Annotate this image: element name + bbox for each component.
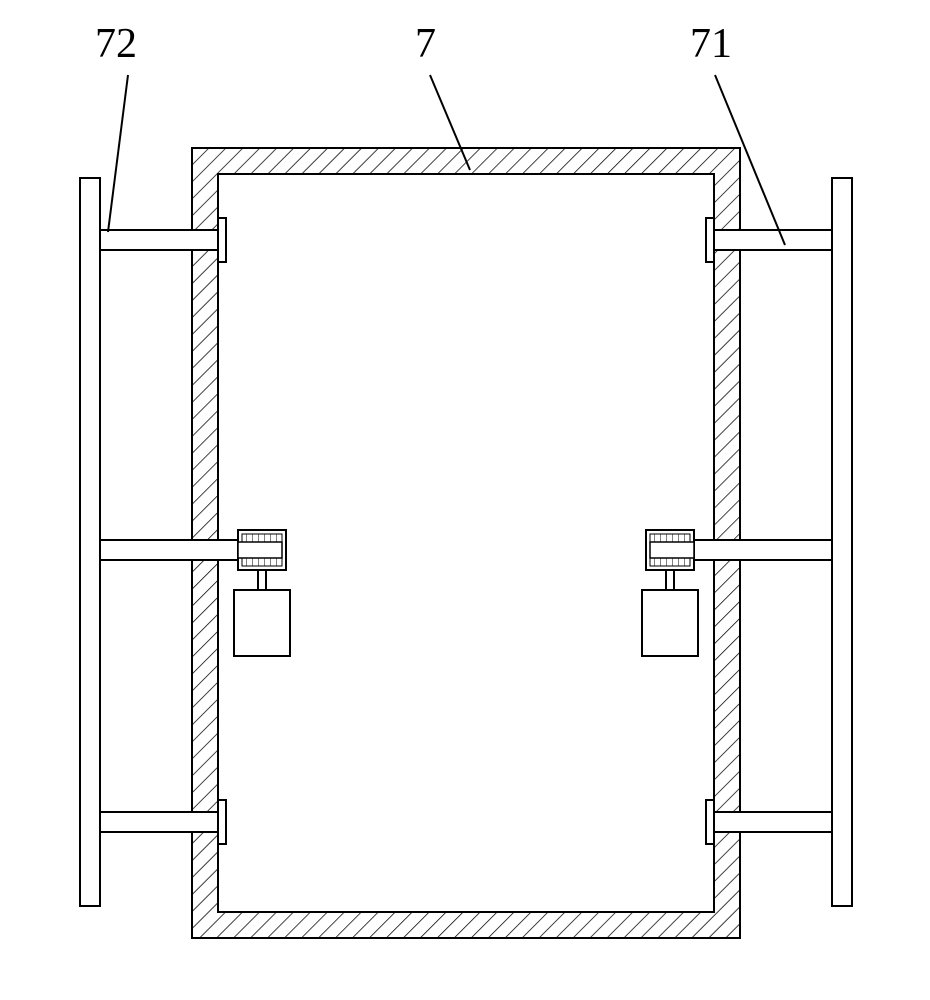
gear-assembly-right <box>642 530 698 656</box>
connector-left-middle <box>100 540 238 560</box>
diagram-svg <box>0 0 930 1000</box>
left-plate <box>80 178 100 906</box>
right-plate <box>832 178 852 906</box>
gear-assembly-left <box>234 530 290 656</box>
connector-right-middle <box>694 540 832 560</box>
label-7: 7 <box>415 20 436 68</box>
label-71: 71 <box>690 20 732 68</box>
label-72: 72 <box>95 20 137 68</box>
